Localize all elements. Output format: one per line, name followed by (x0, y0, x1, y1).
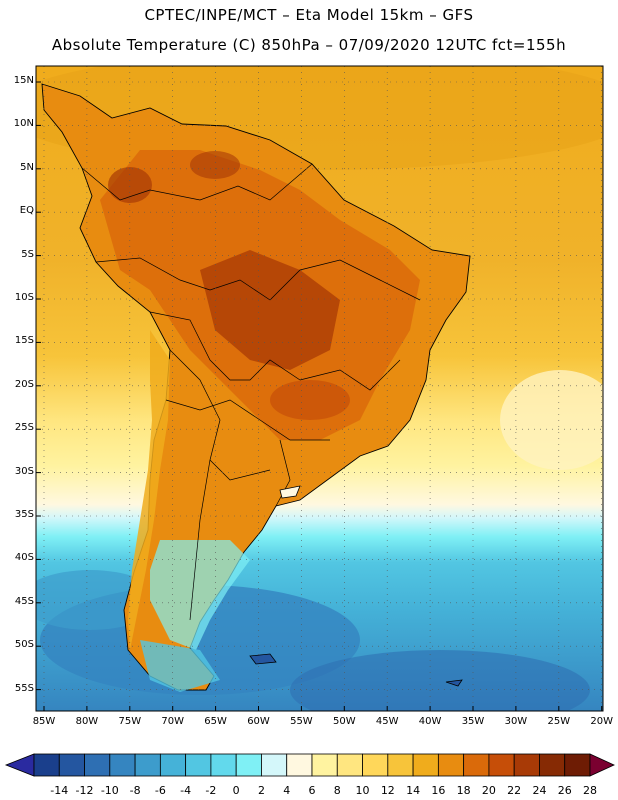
lat-label-15S: 15S (14, 335, 34, 347)
colorbar-label: 10 (355, 784, 370, 797)
colorbar-swatch (84, 753, 111, 777)
colorbar-label: 0 (232, 784, 240, 797)
colorbar-label: -12 (75, 784, 94, 797)
colorbar-label: -10 (100, 784, 119, 797)
lat-label-35S: 35S (14, 509, 34, 520)
colorbar-label: 14 (406, 784, 421, 797)
lat-label-5N: 5N (20, 161, 34, 173)
colorbar-swatch (261, 753, 288, 777)
andes-cool-strip (128, 330, 170, 650)
lon-label-80W: 80W (75, 716, 99, 727)
lat-label-50S: 50S (14, 639, 34, 651)
lon-label-70W: 70W (161, 716, 184, 727)
colorbar-swatch (210, 753, 237, 777)
colorbar-label: 6 (308, 784, 316, 797)
colorbar-label: 8 (333, 784, 341, 797)
colorbar-swatch (235, 753, 262, 777)
lat-label-EQ: EQ (19, 205, 34, 217)
colorbar-swatch (286, 753, 313, 777)
lon-label-55W: 55W (290, 716, 313, 727)
colorbar (4, 753, 615, 777)
lon-label-50W: 50W (332, 716, 356, 727)
colorbar-under-arrow (4, 753, 35, 777)
south-georgia (445, 679, 463, 687)
colorbar-label: 24 (532, 784, 547, 797)
colorbar-swatch (58, 753, 85, 777)
patagonia-cool (150, 540, 250, 650)
rio-de-la-plata (279, 485, 301, 499)
colorbar-label: -8 (129, 784, 141, 797)
colorbar-label: 22 (507, 784, 522, 797)
colorbar-label: -6 (154, 784, 166, 797)
colorbar-label: 4 (283, 784, 291, 797)
colorbar-swatch (463, 753, 490, 777)
south-cold-lobe-2 (290, 650, 590, 711)
lat-label-20S: 20S (14, 378, 34, 390)
colorbar-over-arrow (589, 753, 615, 777)
lat-label-15N: 15N (13, 75, 34, 86)
colorbar-swatch (564, 753, 591, 777)
map-title: CPTEC/INPE/MCT – Eta Model 15km – GFS (144, 6, 474, 24)
falkland-islands (249, 653, 277, 665)
colorbar-label: 28 (583, 784, 597, 797)
lat-label-55S: 55S (14, 682, 34, 694)
lon-label-40W: 40W (418, 716, 442, 727)
colorbar-label: 26 (557, 784, 572, 797)
lon-label-75W: 75W (118, 716, 142, 727)
lon-label-60W: 60W (247, 716, 270, 727)
colorbar-swatch (311, 753, 338, 777)
colorbar-swatch (336, 753, 363, 777)
lat-label-40S: 40S (14, 552, 34, 564)
colorbar-swatch (539, 753, 566, 777)
lat-label-10S: 10S (14, 292, 34, 303)
lon-label-45W: 45W (375, 716, 399, 727)
lon-label-65W: 65W (204, 716, 227, 727)
colorbar-swatch (362, 753, 389, 777)
colorbar-swatch (488, 753, 515, 777)
colorbar-swatch (387, 753, 414, 777)
lon-label-25W: 25W (547, 716, 571, 727)
interior-hot-core (200, 250, 340, 370)
colorbar-swatch (185, 753, 212, 777)
map-frame (35, 65, 604, 712)
colorbar-swatch (412, 753, 439, 777)
colorbar-label: 12 (380, 784, 395, 797)
colorbar-swatch (159, 753, 187, 777)
lat-label-30S: 30S (14, 465, 34, 477)
colorbar-swatch (33, 753, 60, 777)
colorbar-label: 16 (431, 784, 446, 797)
colorbar-swatch (109, 753, 136, 777)
colorbar-swatch (513, 753, 540, 777)
lon-label-30W: 30W (504, 716, 528, 727)
lat-label-10N: 10N (13, 118, 34, 130)
atlantic-pale-blob (500, 370, 603, 470)
colorbar-label: -4 (180, 784, 192, 797)
colombia-hot-spot (108, 167, 152, 203)
colorbar-label: -2 (205, 784, 217, 797)
map-subtitle: Absolute Temperature (C) 850hPa – 07/09/… (51, 36, 567, 54)
lat-label-5S: 5S (21, 248, 34, 260)
lat-label-25S: 25S (14, 422, 34, 434)
colorbar-label: 18 (456, 784, 471, 797)
colorbar-label: 2 (257, 784, 265, 797)
colorbar-swatch (134, 753, 161, 777)
lat-label-45S: 45S (14, 595, 34, 607)
country-borders (81, 163, 421, 621)
venezuela-hot-spot (190, 151, 240, 179)
colorbar-label: -14 (50, 784, 69, 797)
lon-label-35W: 35W (461, 716, 485, 727)
lon-label-20W: 20W (590, 716, 613, 727)
colorbar-swatch (437, 753, 465, 777)
colorbar-label: 20 (481, 784, 496, 797)
axis-ticks (36, 81, 603, 711)
paraguay-hot-spot (270, 380, 350, 420)
lon-label-85W: 85W (32, 716, 56, 727)
tierra-del-fuego-cold (140, 640, 220, 692)
